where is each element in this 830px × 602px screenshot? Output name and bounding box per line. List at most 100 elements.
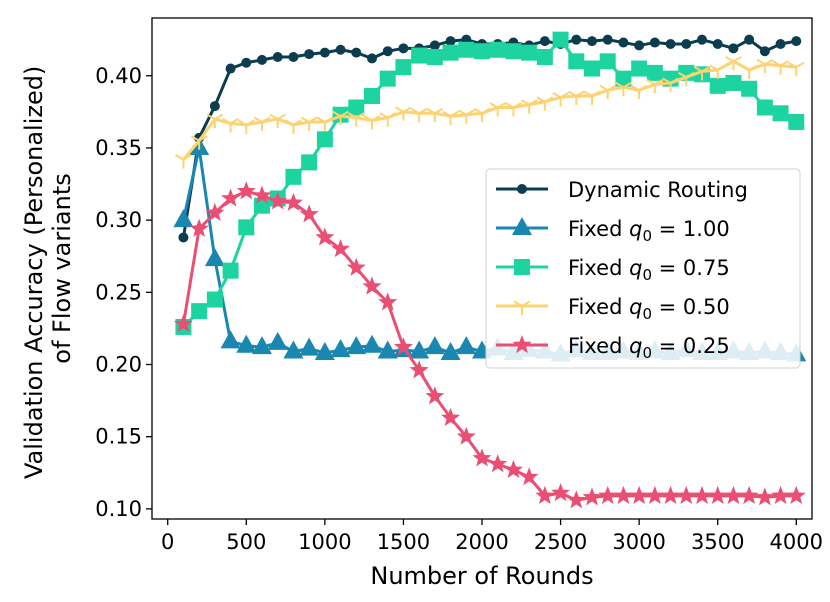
series-5-point [629,485,649,504]
series-5-point [645,485,665,504]
series-5-point [551,483,571,502]
series-5-point [503,459,523,478]
series-3-point [741,80,758,97]
y-axis-label: Validation Accuracy (Personalized) of Fl… [20,58,76,479]
series-5-point [236,181,256,200]
series-5-point [378,292,398,311]
series-1-point [681,38,692,49]
series-3-point [725,74,742,91]
series-4-point [567,90,585,105]
series-3-point [474,43,490,60]
series-4-point [190,135,208,150]
series-4-point [646,79,664,94]
legend-marker [512,217,532,235]
series-3-point [599,53,616,70]
series-2-point [173,209,194,228]
series-3-point [552,31,569,48]
y-tick-label: 0.40 [95,64,142,88]
series-5-point [346,257,366,276]
series-5-point [299,204,319,223]
series-5-point [441,407,461,427]
series-5-point [566,490,586,509]
series-1-point [634,40,645,51]
series-2-point [283,340,304,359]
x-tick-label: 4000 [770,530,823,554]
y-tick-label: 0.25 [95,280,142,304]
series-5-point [362,276,382,295]
series-4-point [442,110,459,126]
x-tick-label: 500 [226,530,266,554]
x-tick-label: 2500 [534,530,587,554]
series-4-point [206,113,224,129]
series-4-point [536,96,554,111]
series-1-point [257,54,267,65]
series-3-point [364,87,380,104]
series-4-point [222,118,239,133]
series-1-point [571,34,582,45]
series-5-point [598,485,618,504]
series-3-point [709,77,726,94]
series-3-point [568,53,585,70]
series-5-point [739,485,759,504]
series-4-point [725,55,742,71]
series-5-point [661,485,681,504]
series-2-point [220,330,241,349]
series-3-point [442,44,459,61]
series-2-point [377,340,398,359]
series-4-point [630,84,648,100]
legend-marker [514,259,530,275]
series-1-point [351,47,362,58]
series-1-point [445,36,456,47]
legend-marker [513,300,531,315]
legend-item-4: Fixed q0 = 0.50 [496,295,730,323]
series-4-point [693,66,711,81]
legend-item-2: Fixed q0 = 1.00 [496,217,730,245]
series-4-point [756,58,774,74]
series-3-point [458,41,475,58]
legend-label: Fixed q0 = 0.50 [568,295,730,323]
series-5-point [252,185,272,204]
series-4-point [347,112,365,127]
series-5-point [409,360,429,379]
legend-label: Fixed q0 = 0.25 [568,334,730,362]
series-4-point [662,77,679,92]
series-4-point [410,107,428,123]
series-3-point [379,70,396,87]
legend-marker [517,184,527,194]
series-5-point [331,239,351,258]
series-4-point [615,81,632,97]
series-2-point [456,336,477,355]
legend-label: Fixed q0 = 0.75 [568,256,730,284]
series-3-point [222,262,239,279]
series-4-point [316,116,334,131]
series-4-line [182,59,797,161]
series-4-point [363,115,381,130]
series-4-point [583,90,601,105]
legend-box [485,168,801,369]
x-tick-label: 1500 [377,530,430,554]
series-2-point [330,339,351,358]
series-4-point [285,119,302,134]
series-4-point [300,116,318,131]
x-tick-label: 3000 [612,530,665,554]
series-2-point [204,248,225,267]
y-axis-label-line-1: Validation Accuracy (Personalized) [20,66,48,479]
series-5-point [173,314,193,333]
series-4-point [426,107,444,123]
series-5-point [786,485,806,504]
series-1-point [272,51,283,62]
legend: Dynamic Routing Fixed q0 = 1.00 Fixed q0 =… [485,168,801,369]
x-axis-label: Number of Rounds [370,562,593,590]
series-4-point [552,92,569,107]
series-1-point [335,44,346,55]
series-1-point [712,38,723,49]
series-3-point [411,47,428,64]
legend-item-1: Dynamic Routing [496,178,748,202]
legend-item-5: Fixed q0 = 0.25 [496,334,730,362]
series-2-point [346,336,367,355]
series-4-point [520,99,538,114]
series-3-point [426,48,443,65]
series-5-point [692,485,712,504]
series-2-point [267,331,288,350]
